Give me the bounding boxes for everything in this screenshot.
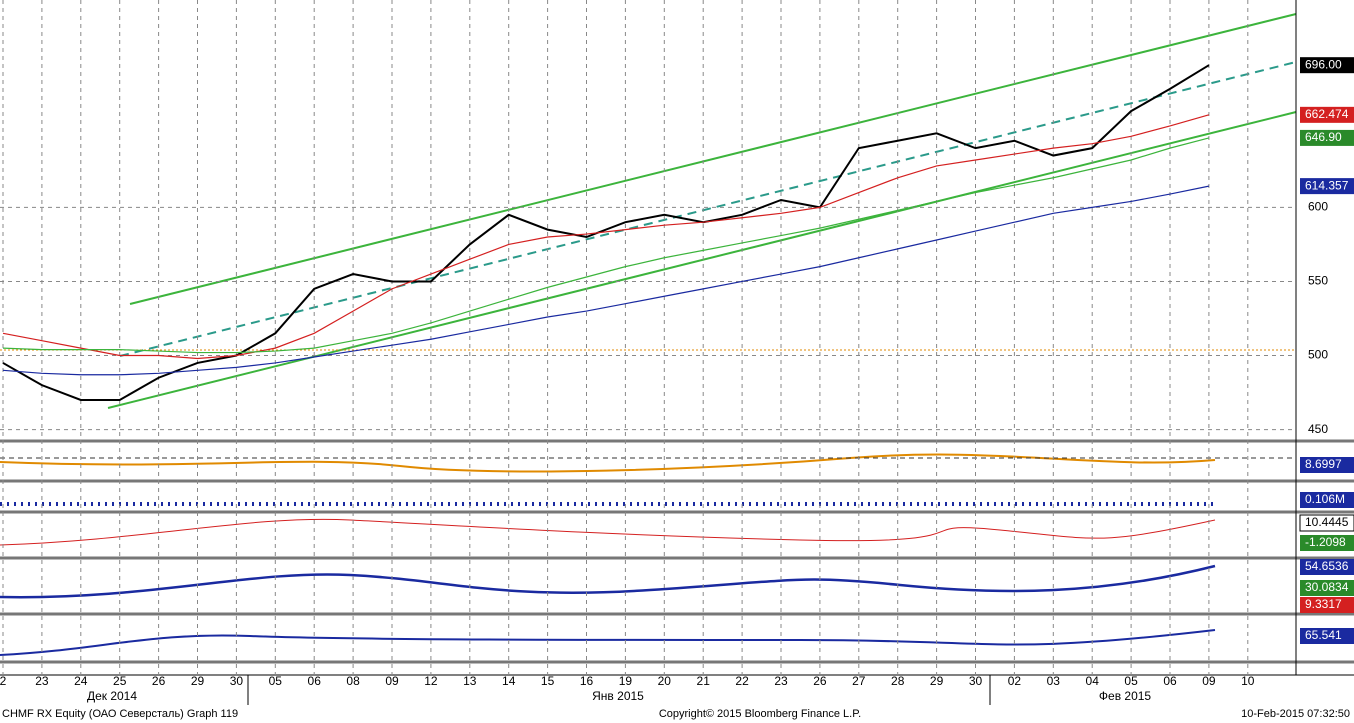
- x-tick-label: 21: [697, 674, 711, 688]
- channel-mid: [119, 61, 1297, 357]
- x-tick-label: 23: [774, 674, 788, 688]
- price-label-box: [1300, 178, 1354, 195]
- x-tick-label: 13: [463, 674, 477, 688]
- x-tick-label: 06: [308, 674, 322, 688]
- indicator-label: 10.4445: [1305, 515, 1349, 529]
- x-tick-label: 05: [1124, 674, 1138, 688]
- x-tick-label: 28: [891, 674, 905, 688]
- month-label: Дек 2014: [87, 689, 137, 703]
- x-tick-label: 30: [969, 674, 983, 688]
- x-tick-label: 29: [191, 674, 205, 688]
- indicator-label: 65.541: [1305, 628, 1342, 642]
- x-tick-label: 10: [1241, 674, 1255, 688]
- indicator-label-box: [1299, 514, 1354, 532]
- indicator-label-box: [1300, 597, 1354, 613]
- price-label: 696.00: [1305, 57, 1342, 71]
- series-line: [2, 137, 1210, 354]
- indicator-label: 8.6997: [1305, 457, 1342, 471]
- series-line: [2, 185, 1210, 376]
- x-tick-label: 09: [1202, 674, 1216, 688]
- indicator-line: [0, 453, 1216, 473]
- series-line: [2, 64, 1210, 401]
- x-tick-label: 14: [502, 674, 516, 688]
- indicator-line: [0, 629, 1216, 656]
- channel-upper: [129, 13, 1297, 305]
- x-tick-label: 12: [424, 674, 438, 688]
- indicator-label: 0.106M: [1305, 492, 1345, 506]
- month-label: Янв 2015: [592, 689, 644, 703]
- price-label-box: [1300, 106, 1354, 123]
- indicator-line: [0, 564, 1216, 599]
- y-tick-label: 450: [1308, 422, 1328, 436]
- indicator-label-box: [1300, 535, 1354, 551]
- price-label: 614.357: [1305, 178, 1349, 192]
- price-label: 646.90: [1305, 130, 1342, 144]
- x-tick-label: 29: [930, 674, 944, 688]
- indicator-line: [0, 518, 1216, 546]
- indicator-label: -1.2098: [1305, 535, 1346, 549]
- x-tick-label: 19: [619, 674, 633, 688]
- y-tick-label: 600: [1308, 200, 1328, 214]
- footer-left: CHMF RX Equity (ОАО Северсталь) Graph 11…: [2, 708, 238, 720]
- month-label: Фев 2015: [1099, 689, 1152, 703]
- x-tick-label: 26: [813, 674, 827, 688]
- x-tick-label: 22: [735, 674, 749, 688]
- channel-lower: [107, 111, 1297, 409]
- x-tick-label: 24: [74, 674, 88, 688]
- x-tick-label: 30: [230, 674, 244, 688]
- x-tick-label: 02: [1008, 674, 1022, 688]
- series-line: [2, 114, 1210, 360]
- x-tick-label: 09: [385, 674, 399, 688]
- indicator-label: 30.0834: [1305, 580, 1349, 594]
- indicator-label-box: [1300, 492, 1354, 508]
- x-tick-label: 27: [852, 674, 866, 688]
- x-tick-label: 06: [1163, 674, 1177, 688]
- price-label-box: [1300, 129, 1354, 146]
- x-tick-label: 20: [658, 674, 672, 688]
- indicator-label-box: [1300, 559, 1354, 575]
- footer-right: 10-Feb-2015 07:32:50: [1241, 708, 1350, 720]
- indicator-label-box: [1300, 457, 1354, 473]
- y-tick-label: 500: [1308, 348, 1328, 362]
- indicator-label-box: [1300, 580, 1354, 596]
- x-tick-label: 04: [1086, 674, 1100, 688]
- x-tick-label: 03: [1047, 674, 1061, 688]
- y-tick-label: 550: [1308, 274, 1328, 288]
- indicator-label: 54.6536: [1305, 559, 1349, 573]
- indicator-label: 9.3317: [1305, 597, 1342, 611]
- price-label-box: [1300, 57, 1354, 74]
- x-tick-label: 16: [580, 674, 594, 688]
- x-tick-label: 15: [541, 674, 555, 688]
- x-tick-label: 2: [0, 674, 7, 688]
- x-tick-label: 05: [269, 674, 283, 688]
- x-tick-label: 23: [35, 674, 49, 688]
- x-tick-label: 25: [113, 674, 127, 688]
- indicator-label-box: [1300, 628, 1354, 644]
- footer-center: Copyright© 2015 Bloomberg Finance L.P.: [659, 708, 861, 720]
- x-tick-label: 08: [346, 674, 360, 688]
- x-tick-label: 26: [152, 674, 166, 688]
- price-label: 662.474: [1305, 107, 1349, 121]
